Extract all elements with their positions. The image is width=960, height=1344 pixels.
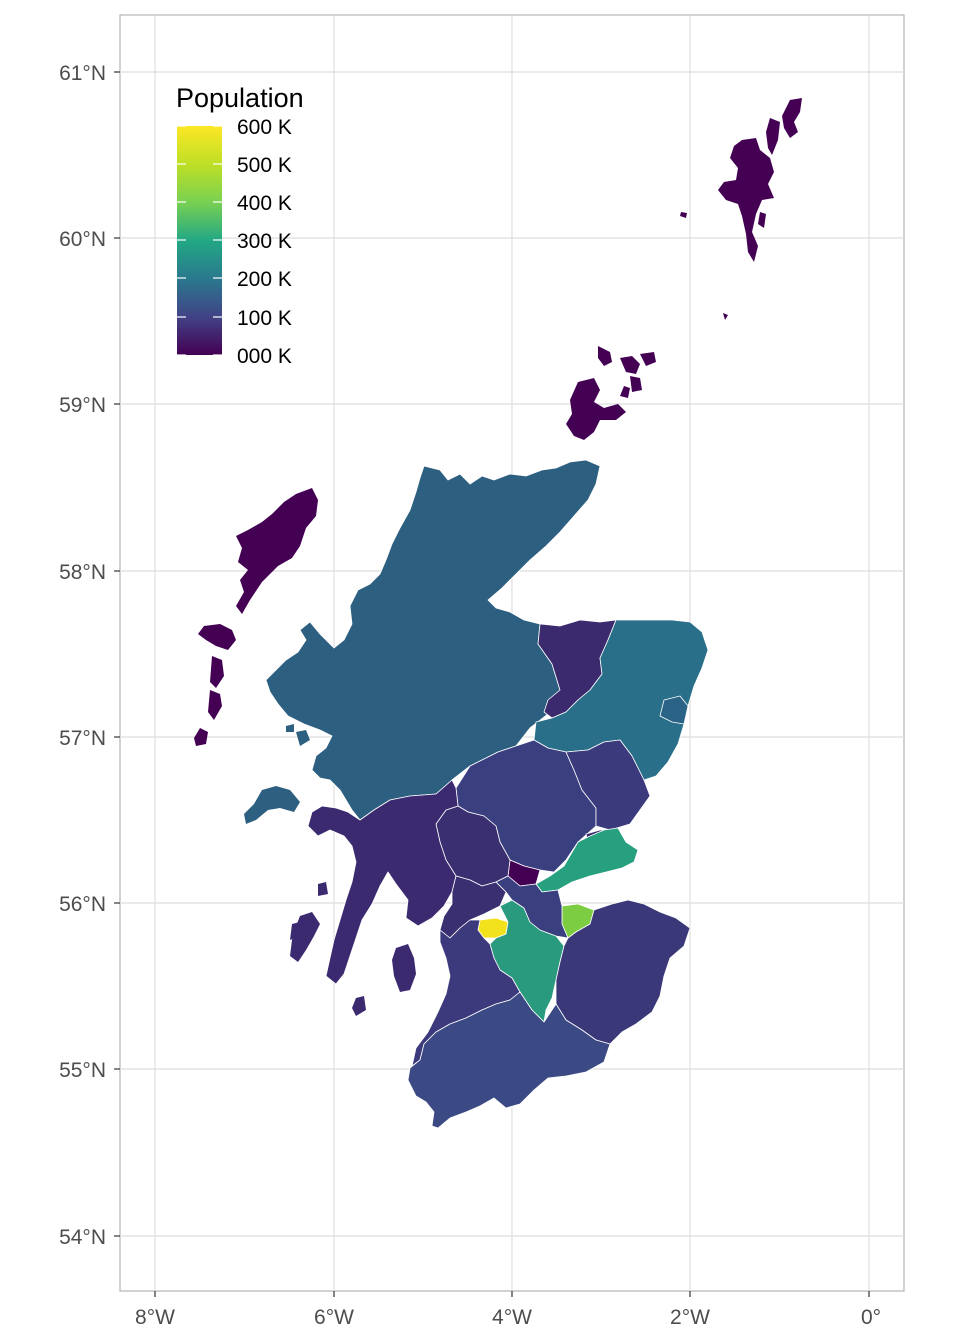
legend-ticks xyxy=(177,125,222,356)
legend-label: 200 K xyxy=(237,268,292,291)
lat-label: 59°N xyxy=(59,394,106,417)
region-angus[interactable] xyxy=(565,739,651,831)
lat-label: 60°N xyxy=(59,228,106,251)
lon-label: 0° xyxy=(861,1306,881,1329)
lat-label: 57°N xyxy=(59,727,106,750)
lat-labels: 61°N 60°N 59°N 58°N 57°N 56°N 55°N 54°N xyxy=(59,62,106,1249)
lon-label: 4°W xyxy=(492,1306,532,1329)
island-shape xyxy=(758,212,766,228)
island-shape xyxy=(244,786,300,824)
region-dumfries[interactable] xyxy=(407,991,611,1129)
lat-label: 58°N xyxy=(59,561,106,584)
island-shape xyxy=(208,690,222,720)
island-shape xyxy=(718,138,774,262)
legend-title: Population xyxy=(176,83,304,113)
axis-ticks xyxy=(114,71,870,1297)
legend-label: 100 K xyxy=(237,307,292,330)
region-shetland[interactable] xyxy=(680,98,802,320)
island-shape xyxy=(236,488,318,614)
lon-label: 8°W xyxy=(135,1306,175,1329)
island-shape xyxy=(210,656,224,688)
island-shape xyxy=(352,996,366,1016)
island-shape xyxy=(782,98,802,138)
lon-label: 2°W xyxy=(670,1306,710,1329)
island-shape xyxy=(723,313,728,320)
island-shape xyxy=(286,724,294,732)
lat-label: 54°N xyxy=(59,1226,106,1249)
legend: Population 600 K 500 K 400 K 300 K 200 K… xyxy=(176,83,304,368)
region-argyll[interactable] xyxy=(307,779,459,985)
lat-label: 56°N xyxy=(59,893,106,916)
island-shape xyxy=(198,624,236,650)
island-shape xyxy=(194,728,208,746)
island-shape xyxy=(598,346,612,366)
island-shape xyxy=(630,376,642,392)
region-lothian-west[interactable] xyxy=(495,875,569,939)
lat-label: 61°N xyxy=(59,62,106,85)
lon-label: 6°W xyxy=(314,1306,354,1329)
island-shape xyxy=(318,882,328,896)
island-shape xyxy=(766,118,780,155)
island-shape xyxy=(392,944,416,992)
region-aberdeen-city[interactable] xyxy=(659,695,689,725)
regions xyxy=(194,98,802,1129)
island-shape xyxy=(620,356,640,374)
legend-label: 000 K xyxy=(237,345,292,368)
region-borders[interactable] xyxy=(555,899,691,1045)
legend-label: 500 K xyxy=(237,154,292,177)
legend-label: 600 K xyxy=(237,116,292,139)
legend-label: 300 K xyxy=(237,230,292,253)
legend-label: 400 K xyxy=(237,192,292,215)
island-shape xyxy=(290,922,300,940)
region-orkney[interactable] xyxy=(566,346,656,440)
region-outer-hebrides[interactable] xyxy=(194,488,318,746)
island-shape xyxy=(296,730,310,746)
lon-labels: 8°W 6°W 4°W 2°W 0° xyxy=(135,1306,881,1329)
region-fife[interactable] xyxy=(535,827,639,893)
island-shape xyxy=(640,352,656,366)
island-shape xyxy=(620,386,630,398)
island-shape xyxy=(680,212,687,218)
island-shape xyxy=(566,378,626,440)
lat-label: 55°N xyxy=(59,1059,106,1082)
